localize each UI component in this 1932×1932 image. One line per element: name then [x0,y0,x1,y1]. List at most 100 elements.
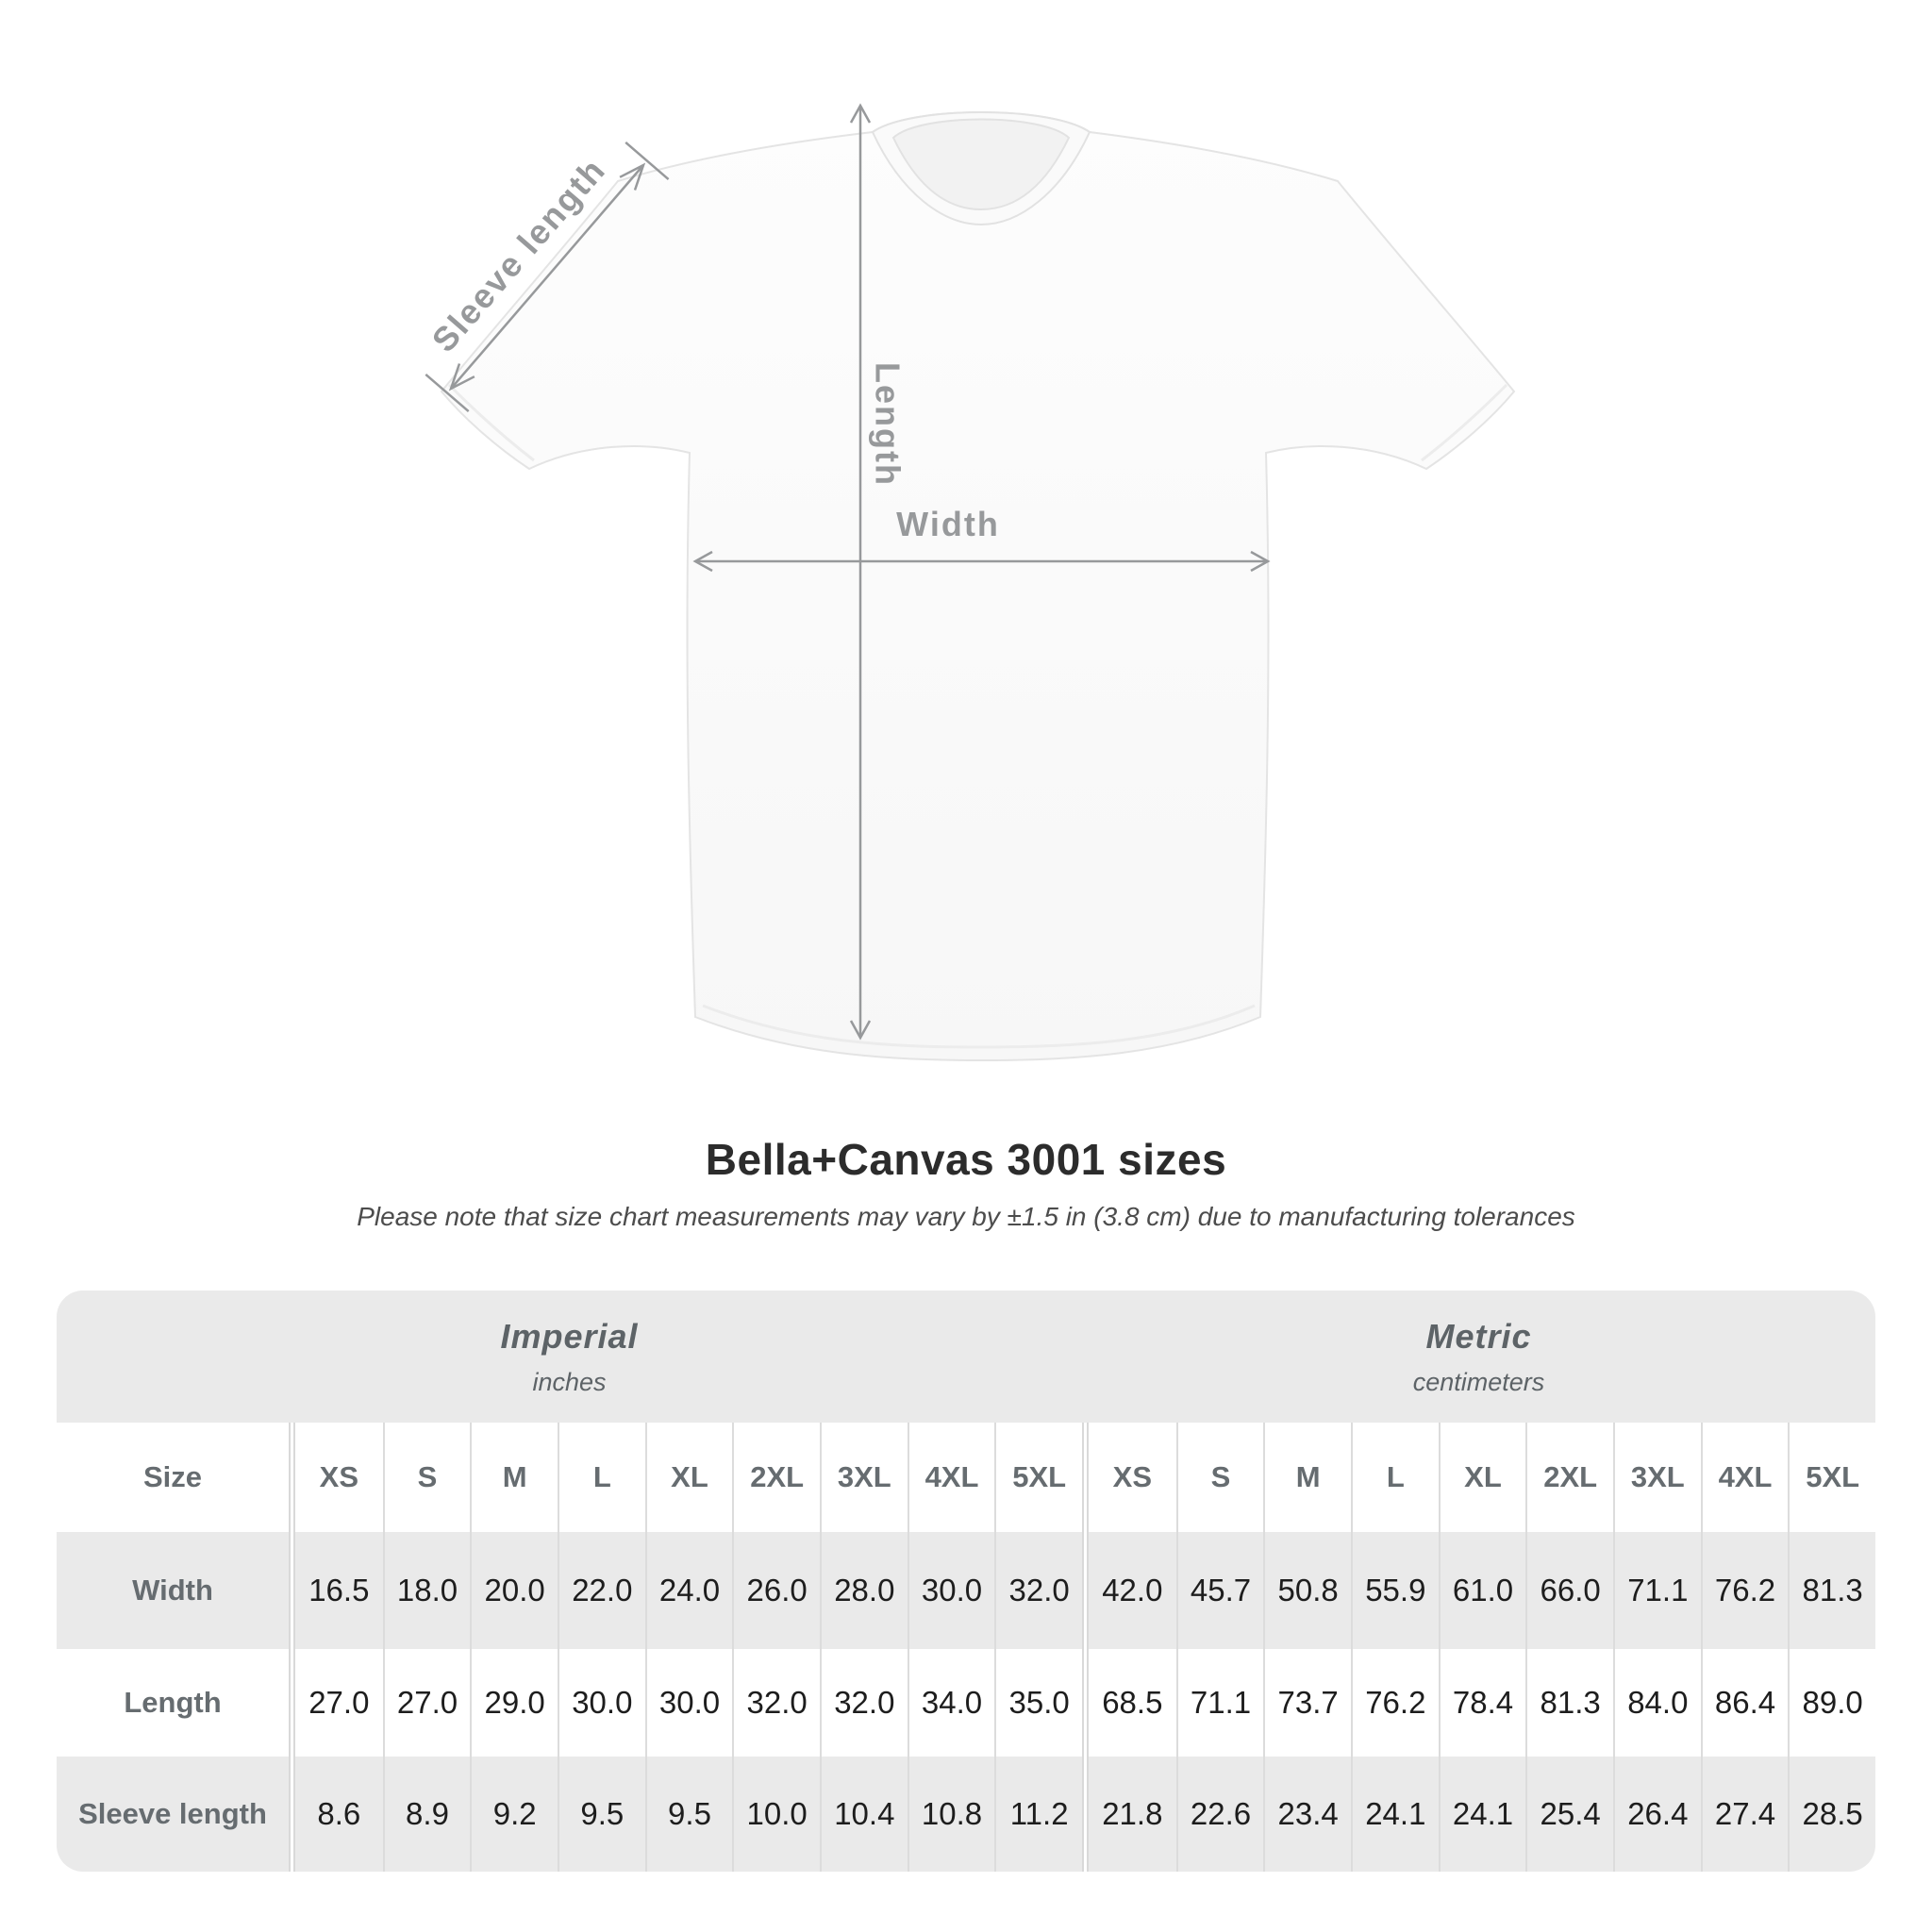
size-column-header: 4XL [907,1423,995,1532]
value-cell: 8.6 [295,1757,383,1872]
size-column-header: M [470,1423,558,1532]
size-column-header: XS [1112,1460,1152,1493]
measurement-row: Sleeve length 8.6 8.9 9.2 9.5 9.5 10.0 10.4 10.8… [57,1757,1875,1872]
metric-title: Metric [1425,1316,1532,1356]
row-label: Width [57,1532,289,1649]
length-label: Length [868,362,907,487]
group-divider [1081,1649,1089,1757]
value-cell: 28.0 [819,1532,908,1649]
sleeve-arrow-line [450,164,644,390]
value-cell: 76.2 [1350,1649,1439,1757]
value-cell: 20.0 [470,1532,558,1649]
value-cell: 30.0 [644,1649,733,1757]
size-column-header: 3XL [819,1423,908,1532]
unit-header-row: Imperial inches Metric centimeters [57,1291,1875,1423]
size-header-label: Size [142,1460,203,1493]
value-cell: 81.3 [1788,1532,1875,1649]
tshirt-measurement-diagram: Length Width Sleeve length [425,103,1516,1062]
value-cell: 34.0 [907,1649,995,1757]
value-cell: 27.4 [1700,1757,1789,1872]
value-cell: 16.5 [295,1532,383,1649]
value-cell: 10.8 [907,1757,995,1872]
imperial-title: Imperial [500,1316,639,1356]
value-cell: 26.0 [732,1532,820,1649]
metric-header: Metric centimeters [1082,1291,1875,1423]
row-label: Length [124,1686,222,1719]
value-cell: 76.2 [1700,1532,1789,1649]
length-arrowhead-bottom [849,1020,872,1041]
value-cell: 9.5 [557,1757,645,1872]
value-cell: 22.0 [557,1532,645,1649]
value-cell: 78.4 [1438,1649,1526,1757]
value-cell: 25.4 [1525,1757,1613,1872]
group-divider [289,1532,295,1649]
measurement-row: Length 27.0 27.0 29.0 30.0 30.0 32.0 32.0 34.0 35… [57,1649,1875,1757]
tshirt-body [440,111,1516,1062]
size-column-header: XL [644,1423,733,1532]
value-cell: 9.5 [644,1757,733,1872]
value-cell: 29.0 [470,1649,558,1757]
value-cell: 35.0 [994,1649,1082,1757]
length-arrow [849,103,872,1041]
tshirt-right-sleeve-seam [1421,383,1508,462]
value-cell: 18.0 [382,1532,471,1649]
value-cell: 24.1 [1438,1757,1526,1872]
size-column-header: 4XL [1700,1423,1789,1532]
size-column-header: 2XL [732,1423,820,1532]
size-column-header: 5XL [994,1423,1082,1532]
group-divider [1081,1532,1089,1649]
value-cell: 21.8 [1088,1757,1176,1872]
value-cell: 81.3 [1525,1649,1613,1757]
value-cell: 10.4 [819,1757,908,1872]
value-cell: 30.0 [557,1649,645,1757]
value-cell: 8.9 [382,1757,471,1872]
value-cell: 32.0 [819,1649,908,1757]
tshirt-hem-seam [702,1004,1256,1049]
value-cell: 68.5 [1102,1685,1163,1720]
value-cell: 71.1 [1175,1649,1264,1757]
value-cell: 10.0 [732,1757,820,1872]
row-label: Sleeve length [57,1757,289,1872]
sleeve-arrowhead-bottom [448,363,475,391]
value-cell: 27.0 [308,1685,370,1720]
value-cell: 45.7 [1175,1532,1264,1649]
value-cell: 24.0 [644,1532,733,1649]
value-cell: 26.4 [1612,1757,1701,1872]
sleeve-arrowhead-top [619,162,646,191]
value-cell: 42.0 [1088,1532,1176,1649]
sleeve-end-tick-top [625,141,670,181]
size-column-header: M [1263,1423,1351,1532]
value-cell: 86.4 [1700,1649,1789,1757]
size-column-header: 3XL [1612,1423,1701,1532]
group-divider [289,1757,295,1872]
size-column-header: L [557,1423,645,1532]
measurement-row: Width 16.5 18.0 20.0 22.0 24.0 26.0 28.0 30.0 32.… [57,1532,1875,1649]
value-cell: 28.5 [1788,1757,1875,1872]
sleeve-end-tick-bottom [425,373,470,413]
imperial-header: Imperial inches [57,1291,1082,1423]
size-column-header: S [1175,1423,1264,1532]
size-column-header: L [1350,1423,1439,1532]
size-column-header: XS [319,1460,358,1493]
value-cell: 27.0 [382,1649,471,1757]
value-cell: 22.6 [1175,1757,1264,1872]
width-arrowhead-left [692,550,713,573]
tshirt-left-sleeve-seam [447,383,535,462]
value-cell: 89.0 [1788,1649,1875,1757]
width-arrowhead-right [1250,550,1271,573]
group-divider [289,1649,295,1757]
size-column-header: S [382,1423,471,1532]
size-column-header: 2XL [1525,1423,1613,1532]
size-column-header: XL [1438,1423,1526,1532]
value-cell: 23.4 [1263,1757,1351,1872]
value-cell: 50.8 [1263,1532,1351,1649]
tshirt-graphic [440,111,1516,1062]
page-title: Bella+Canvas 3001 sizes [705,1135,1227,1184]
value-cell: 11.2 [994,1757,1082,1872]
value-cell: 32.0 [732,1649,820,1757]
imperial-unit: inches [532,1367,607,1396]
value-cell: 61.0 [1438,1532,1526,1649]
metric-unit: centimeters [1412,1367,1545,1396]
size-column-header: 5XL [1788,1423,1875,1532]
width-label: Width [896,505,1000,543]
